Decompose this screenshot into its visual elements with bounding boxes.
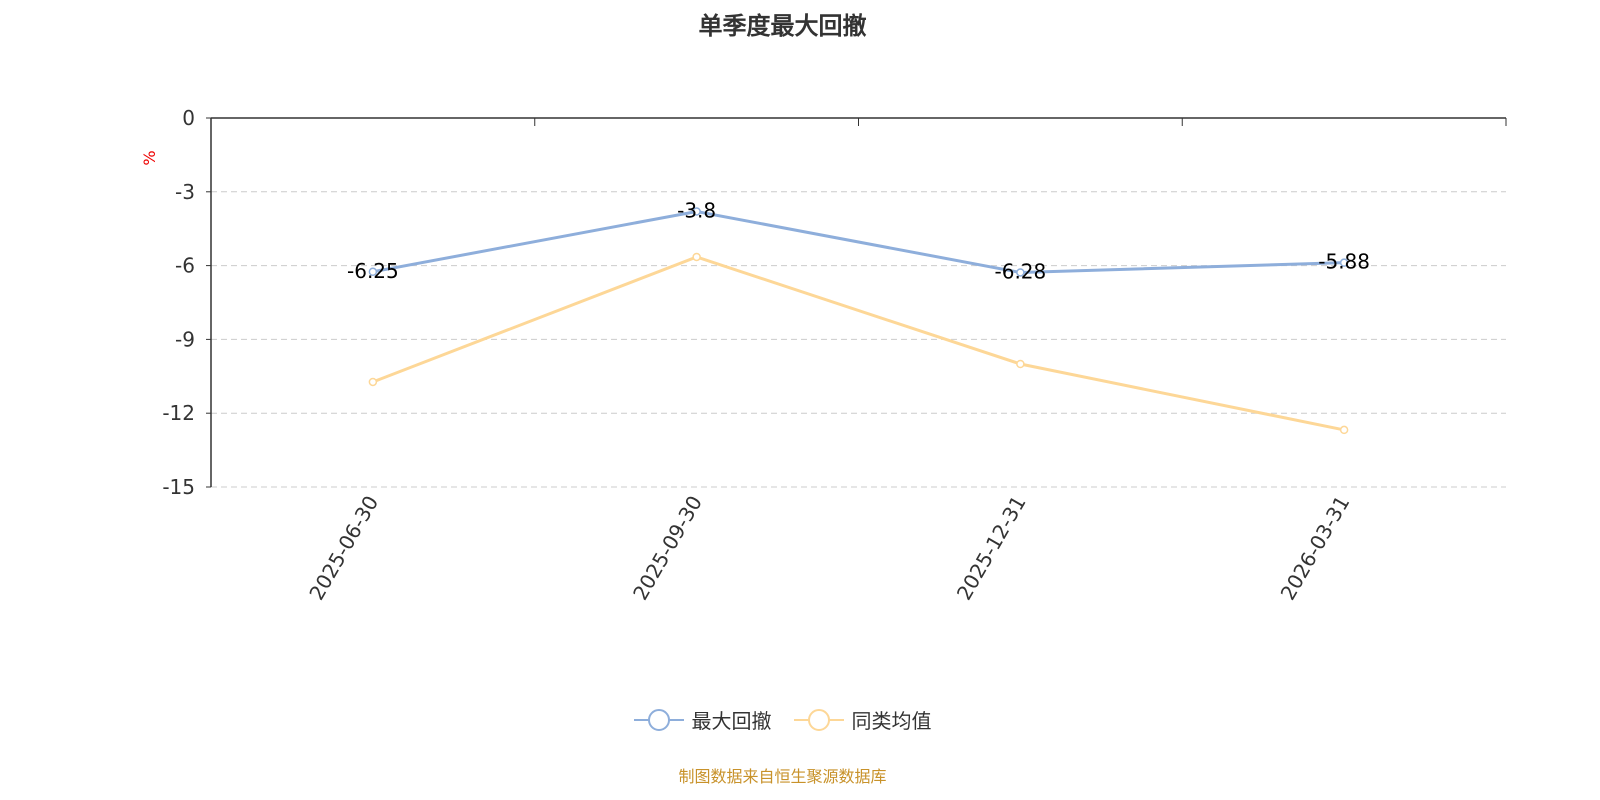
legend: 最大回撤 同类均值 <box>0 705 1565 734</box>
data-point <box>1016 359 1025 369</box>
chart-title: 单季度最大回撤 <box>698 12 867 40</box>
y-tick-label: -9 <box>175 327 195 351</box>
data-point <box>692 252 701 262</box>
legend-label: 最大回撤 <box>691 709 772 733</box>
data-label: -3.8 <box>677 198 716 222</box>
y-axis-label: % <box>140 150 159 165</box>
line-chart: 0 -3 -6 -9 -12 -15% 2025-06-30 2025-09-30 2025-1… <box>140 106 1507 605</box>
legend-marker-icon <box>793 708 844 731</box>
data-point <box>1016 268 1025 277</box>
data-point <box>368 267 378 276</box>
legend-item-peer-average[interactable]: 同类均值 <box>793 705 932 734</box>
data-label: -6.25 <box>347 259 399 283</box>
y-tick-label: -6 <box>175 254 195 278</box>
data-point <box>1339 258 1349 267</box>
y-tick-label: -15 <box>162 475 195 499</box>
y-tick-label: -3 <box>175 180 195 204</box>
y-tick-label: 0 <box>182 106 195 130</box>
x-tick-label: 2025-12-31 <box>952 492 1031 605</box>
legend-label: 同类均值 <box>851 709 932 733</box>
legend-marker-icon <box>633 708 684 731</box>
x-tick-label: 2026-03-31 <box>1276 492 1355 605</box>
legend-item-max-drawdown[interactable]: 最大回撤 <box>633 705 772 734</box>
data-label: -5.88 <box>1318 250 1370 274</box>
series-line-2 <box>372 255 1345 432</box>
data-point <box>368 377 378 387</box>
x-tick-label: 2025-09-30 <box>628 492 707 605</box>
x-tick-label: 2025-06-30 <box>304 492 383 605</box>
data-point <box>692 207 701 216</box>
data-point <box>1339 425 1349 435</box>
series-line-1 <box>372 209 1345 274</box>
data-label: -6.28 <box>995 259 1047 283</box>
data-source-note: 制图数据来自恒生聚源数据库 <box>678 767 887 786</box>
y-tick-label: -12 <box>162 401 195 425</box>
